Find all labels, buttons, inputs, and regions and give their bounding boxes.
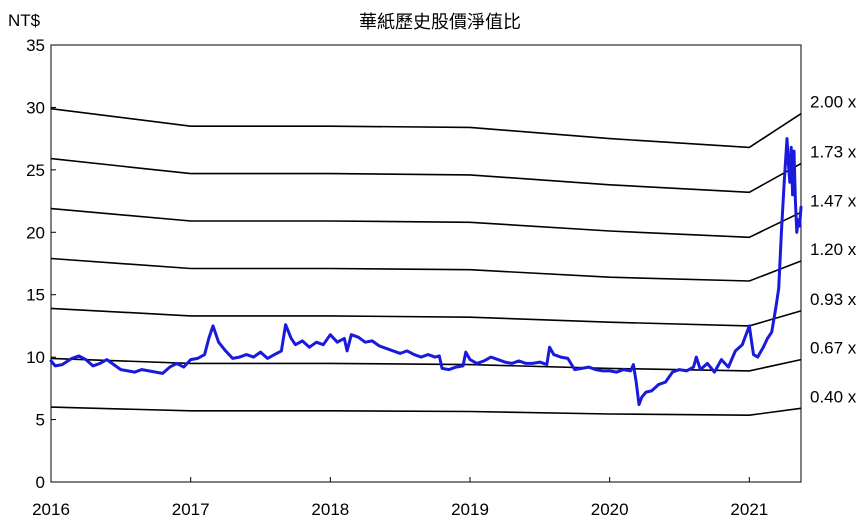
x-tick-label: 2020 <box>591 500 629 519</box>
band-line <box>50 257 802 282</box>
band-line <box>50 357 802 372</box>
y-tick-label: 5 <box>36 411 45 430</box>
band-line <box>50 107 802 149</box>
y-tick-label: 35 <box>26 36 45 55</box>
band-label: 2.00 x <box>810 93 857 112</box>
band-label: 0.67 x <box>810 339 857 358</box>
x-tick-label: 2016 <box>32 500 70 519</box>
y-tick-label: 30 <box>26 98 45 117</box>
y-tick-label: 10 <box>26 348 45 367</box>
y-tick-label: 15 <box>26 286 45 305</box>
band-labels: 2.00 x 1.73 x 1.47 x 1.20 x 0.93 x 0.67 x 0.40… <box>810 93 857 407</box>
chart-title: 華紙歷史股價淨值比 <box>359 12 521 33</box>
y-axis-label: NT$ <box>8 11 41 30</box>
band-label: 1.73 x <box>810 143 857 162</box>
x-tick-label: 2021 <box>730 500 768 519</box>
y-axis: 0 5 10 15 20 25 30 35 <box>26 36 56 492</box>
band-label: 0.40 x <box>810 387 857 406</box>
y-tick-label: 20 <box>26 223 45 242</box>
band-label: 1.20 x <box>810 240 857 259</box>
x-tick-label: 2017 <box>172 500 210 519</box>
band-label: 0.93 x <box>810 290 857 309</box>
band-label: 1.47 x <box>810 191 857 210</box>
band-line <box>50 157 802 194</box>
y-tick-label: 25 <box>26 161 45 180</box>
band-line <box>50 307 802 327</box>
price-layer <box>49 137 803 407</box>
x-tick-label: 2019 <box>451 500 489 519</box>
price-line <box>49 137 803 407</box>
plot-frame <box>50 44 802 483</box>
x-axis: 2016 2017 2018 2019 2020 2021 <box>32 477 768 519</box>
band-line <box>50 406 802 417</box>
x-tick-label: 2018 <box>311 500 349 519</box>
band-line <box>50 207 802 239</box>
y-tick-label: 0 <box>36 473 45 492</box>
